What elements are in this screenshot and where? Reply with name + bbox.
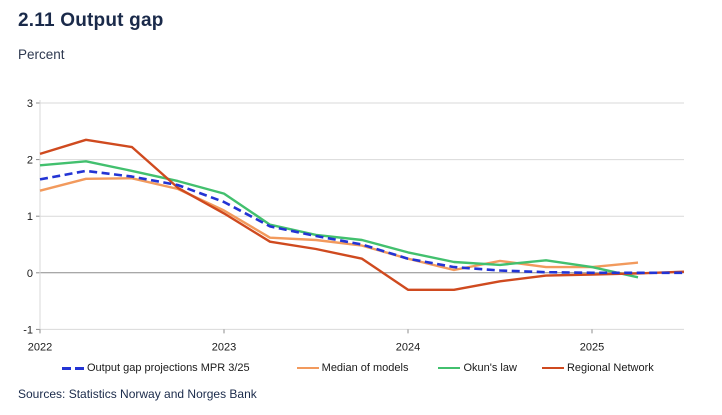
x-tick-label: 2023 xyxy=(212,341,236,353)
y-tick-label: 2 xyxy=(27,155,33,167)
legend-label: Okun's law xyxy=(463,362,517,374)
x-tick-label: 2022 xyxy=(28,341,52,353)
legend-item-output-gap-projections-mpr-3-25: Output gap projections MPR 3/25 xyxy=(62,362,250,374)
legend-label: Regional Network xyxy=(566,362,654,374)
series-line-regional-network xyxy=(39,138,685,292)
sources-note: Sources: Statistics Norway and Norges Ba… xyxy=(18,387,257,401)
line-swatch-icon xyxy=(438,366,461,370)
y-tick-label: 0 xyxy=(27,268,33,280)
line-swatch-icon xyxy=(541,366,564,370)
chart-legend: Output gap projections MPR 3/25 Median of… xyxy=(62,362,654,374)
y-tick-label: 3 xyxy=(27,98,33,110)
series-line-output-gap-projections-mpr-3-25 xyxy=(39,169,684,275)
x-tick-label: 2025 xyxy=(580,341,604,353)
chart-canvas: 3 2 1 0 -1 2022 2023 2024 2025 xyxy=(23,98,685,353)
legend-item-median-of-models: Median of models xyxy=(296,362,409,374)
dashed-line-swatch-icon xyxy=(62,366,84,370)
chart-unit-label: Percent xyxy=(18,47,65,62)
x-tick-label: 2024 xyxy=(396,341,420,353)
legend-item-okun-s-law: Okun's law xyxy=(438,362,517,374)
legend-item-regional-network: Regional Network xyxy=(541,362,654,374)
line-swatch-icon xyxy=(296,366,319,370)
legend-label: Output gap projections MPR 3/25 xyxy=(87,362,250,374)
y-tick-label: -1 xyxy=(23,324,33,336)
series-line-median-of-models xyxy=(39,177,639,272)
output-gap-chart: 3 2 1 0 -1 2022 2023 2024 2025 xyxy=(0,86,722,358)
chart-title: 2.11 Output gap xyxy=(18,10,164,31)
y-tick-label: 1 xyxy=(27,211,33,223)
series-line-okun-s-law xyxy=(39,160,639,279)
legend-label: Median of models xyxy=(321,362,409,374)
